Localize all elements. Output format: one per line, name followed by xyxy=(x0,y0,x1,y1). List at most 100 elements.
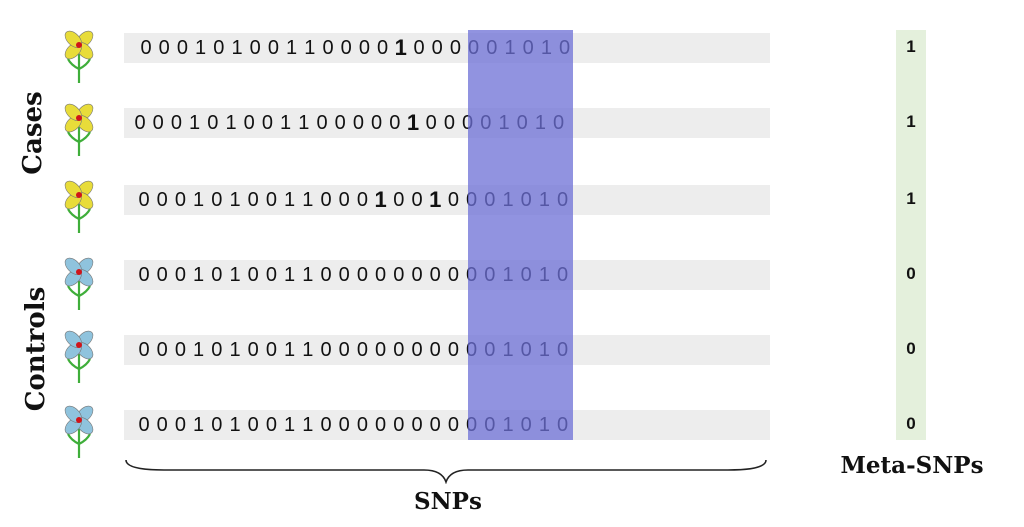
snp-value: 0 xyxy=(429,339,441,361)
snp-value: 0 xyxy=(316,112,328,134)
snp-value: 0 xyxy=(156,189,168,211)
snp-row: 000101001100010010001010 xyxy=(124,185,770,215)
blue-flower-icon xyxy=(64,330,94,383)
curly-brace-icon xyxy=(125,459,767,484)
yellow-flower-icon xyxy=(64,180,94,233)
snp-value: 0 xyxy=(393,264,405,286)
snp-value: 0 xyxy=(174,414,186,436)
snp-value: 0 xyxy=(411,339,423,361)
snp-value: 0 xyxy=(322,37,334,59)
snp-value: 1 xyxy=(193,339,205,361)
snp-value: 0 xyxy=(247,189,259,211)
cases-label: Cases xyxy=(18,91,48,175)
snp-value: 0 xyxy=(156,264,168,286)
snp-value: 0 xyxy=(247,339,259,361)
snp-value: 0 xyxy=(338,414,350,436)
snp-value: 1 xyxy=(394,35,407,60)
snp-value: 1 xyxy=(189,112,201,134)
snp-value: 1 xyxy=(193,189,205,211)
snp-value: 1 xyxy=(374,187,387,212)
snp-row: 000101001100000100001010 xyxy=(124,108,770,138)
snp-value: 0 xyxy=(411,414,423,436)
snp-value: 0 xyxy=(356,339,368,361)
snp-value: 0 xyxy=(265,189,277,211)
snp-value: 0 xyxy=(338,339,350,361)
snp-value: 0 xyxy=(267,37,279,59)
yellow-flower-icon xyxy=(64,30,94,83)
snp-value: 0 xyxy=(358,37,370,59)
snp-value: 0 xyxy=(371,112,383,134)
meta-snp-value: 0 xyxy=(906,414,916,433)
snp-value: 0 xyxy=(156,414,168,436)
snp-value: 1 xyxy=(298,112,310,134)
snp-value: 0 xyxy=(447,414,459,436)
snp-value: 0 xyxy=(352,112,364,134)
snp-value: 0 xyxy=(261,112,273,134)
meta-snp-column xyxy=(896,30,926,440)
controls-label: Controls xyxy=(21,286,51,412)
snp-value: 1 xyxy=(225,112,237,134)
snp-row: 000101001100000000001010 xyxy=(124,260,770,290)
snp-value: 0 xyxy=(411,264,423,286)
snp-value: 0 xyxy=(243,112,255,134)
snp-value: 1 xyxy=(229,339,241,361)
snp-value: 0 xyxy=(425,112,437,134)
snp-value: 0 xyxy=(174,189,186,211)
snp-value: 0 xyxy=(174,339,186,361)
snp-value: 0 xyxy=(320,339,332,361)
snp-value: 0 xyxy=(140,37,152,59)
snp-window-highlight xyxy=(468,30,573,440)
snp-value: 1 xyxy=(229,264,241,286)
snp-value: 1 xyxy=(302,264,314,286)
snp-value: 0 xyxy=(156,339,168,361)
snp-value: 1 xyxy=(302,189,314,211)
snp-value: 0 xyxy=(413,37,425,59)
snp-value: 0 xyxy=(429,264,441,286)
snp-value: 0 xyxy=(213,37,225,59)
snp-value: 0 xyxy=(447,189,459,211)
snp-value: 0 xyxy=(320,189,332,211)
meta-snp-value: 1 xyxy=(906,112,916,131)
snp-value: 0 xyxy=(334,112,346,134)
snp-value: 0 xyxy=(375,264,387,286)
snp-value: 0 xyxy=(375,339,387,361)
snp-value: 1 xyxy=(229,189,241,211)
snp-value: 0 xyxy=(356,189,368,211)
snp-value: 0 xyxy=(247,264,259,286)
snp-value: 1 xyxy=(406,110,420,135)
snp-value: 1 xyxy=(195,37,207,59)
snp-value: 0 xyxy=(443,112,455,134)
meta-snp-value: 0 xyxy=(906,264,916,283)
snp-value: 0 xyxy=(320,414,332,436)
meta-snp-value: 1 xyxy=(906,37,916,56)
snp-value: 1 xyxy=(302,339,314,361)
snp-value: 0 xyxy=(265,414,277,436)
snp-row: 000101001100000000001010 xyxy=(124,410,770,440)
meta-snp-value: 1 xyxy=(906,189,916,208)
snp-value: 0 xyxy=(207,112,219,134)
snp-value: 0 xyxy=(174,264,186,286)
snp-value: 0 xyxy=(158,37,170,59)
snp-value: 0 xyxy=(393,189,405,211)
snp-value: 1 xyxy=(284,414,296,436)
snp-row: 000101001100001000001010 xyxy=(124,33,770,63)
snp-value: 1 xyxy=(286,37,298,59)
snp-value: 0 xyxy=(249,37,261,59)
snp-value: 0 xyxy=(431,37,443,59)
snp-value: 1 xyxy=(231,37,243,59)
yellow-flower-icon xyxy=(64,103,94,156)
snp-value: 1 xyxy=(284,189,296,211)
snp-value: 0 xyxy=(320,264,332,286)
snp-value: 0 xyxy=(393,339,405,361)
snp-value: 0 xyxy=(138,339,150,361)
snp-value: 0 xyxy=(265,264,277,286)
snp-value: 0 xyxy=(356,264,368,286)
snp-value: 0 xyxy=(460,108,476,138)
snp-value: 0 xyxy=(411,189,423,211)
snp-value: 0 xyxy=(152,112,164,134)
snp-value: 0 xyxy=(170,112,182,134)
snp-value: 1 xyxy=(302,414,314,436)
snp-value: 0 xyxy=(393,414,405,436)
snp-row: 000101001100000000001010 xyxy=(124,335,770,365)
snp-value: 0 xyxy=(375,414,387,436)
